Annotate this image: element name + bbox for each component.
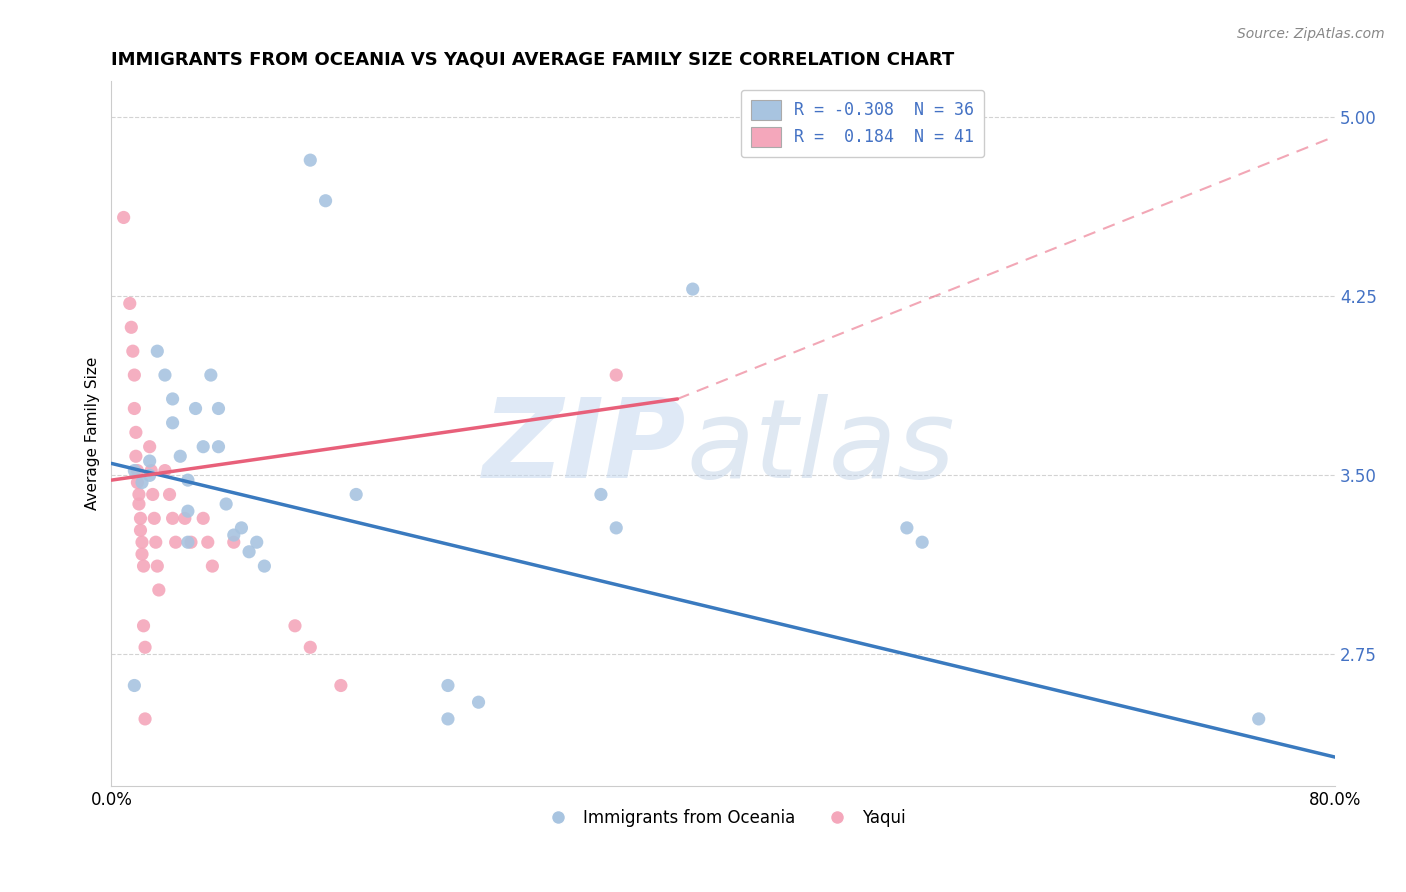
Point [207, 401, 229, 416]
Point [124, 368, 146, 382]
Point [682, 282, 704, 296]
Point [125, 449, 148, 463]
Point [246, 535, 269, 549]
Text: IMMIGRANTS FROM OCEANIA VS YAQUI AVERAGE FAMILY SIZE CORRELATION CHART: IMMIGRANTS FROM OCEANIA VS YAQUI AVERAGE… [111, 51, 955, 69]
Point [197, 535, 219, 549]
Point [344, 487, 367, 501]
Point [184, 401, 207, 416]
Point [215, 497, 238, 511]
Point [131, 547, 153, 561]
Point [148, 582, 170, 597]
Point [896, 521, 918, 535]
Point [120, 320, 142, 334]
Point [131, 475, 153, 490]
Point [177, 535, 200, 549]
Point [605, 368, 627, 382]
Point [437, 712, 460, 726]
Point [138, 440, 160, 454]
Point [253, 559, 276, 574]
Point [128, 497, 150, 511]
Point [162, 392, 184, 406]
Point [124, 401, 146, 416]
Point [238, 545, 260, 559]
Point [201, 559, 224, 574]
Point [231, 521, 253, 535]
Point [162, 416, 184, 430]
Point [134, 712, 156, 726]
Text: Source: ZipAtlas.com: Source: ZipAtlas.com [1237, 27, 1385, 41]
Point [315, 194, 337, 208]
Point [138, 468, 160, 483]
Point [128, 487, 150, 501]
Point [173, 511, 195, 525]
Point [437, 678, 460, 692]
Point [605, 521, 627, 535]
Point [143, 511, 166, 525]
Point [145, 535, 167, 549]
Point [134, 640, 156, 655]
Legend: Immigrants from Oceania, Yaqui: Immigrants from Oceania, Yaqui [534, 803, 912, 834]
Point [129, 511, 152, 525]
Point [124, 464, 146, 478]
Point [299, 153, 322, 168]
Point [589, 487, 612, 501]
Point [124, 678, 146, 692]
Point [299, 640, 322, 655]
Point [222, 535, 245, 549]
Point [125, 425, 148, 440]
Point [153, 368, 176, 382]
Point [911, 535, 934, 549]
Text: ZIP: ZIP [484, 394, 686, 501]
Point [146, 559, 169, 574]
Point [169, 449, 191, 463]
Point [127, 464, 149, 478]
Point [127, 475, 149, 490]
Text: atlas: atlas [686, 394, 955, 501]
Point [129, 523, 152, 537]
Point [131, 535, 153, 549]
Point [146, 344, 169, 359]
Point [132, 619, 155, 633]
Y-axis label: Average Family Size: Average Family Size [86, 357, 100, 510]
Point [207, 440, 229, 454]
Point [200, 368, 222, 382]
Point [121, 344, 143, 359]
Point [153, 464, 176, 478]
Point [284, 619, 307, 633]
Point [112, 211, 135, 225]
Point [222, 528, 245, 542]
Point [142, 487, 165, 501]
Point [177, 504, 200, 518]
Point [193, 440, 215, 454]
Point [118, 296, 141, 310]
Point [177, 473, 200, 487]
Point [141, 464, 163, 478]
Point [132, 559, 155, 574]
Point [159, 487, 181, 501]
Point [329, 678, 352, 692]
Point [193, 511, 215, 525]
Point [180, 535, 202, 549]
Point [138, 454, 160, 468]
Point [162, 511, 184, 525]
Point [165, 535, 187, 549]
Point [467, 695, 489, 709]
Point [1247, 712, 1270, 726]
